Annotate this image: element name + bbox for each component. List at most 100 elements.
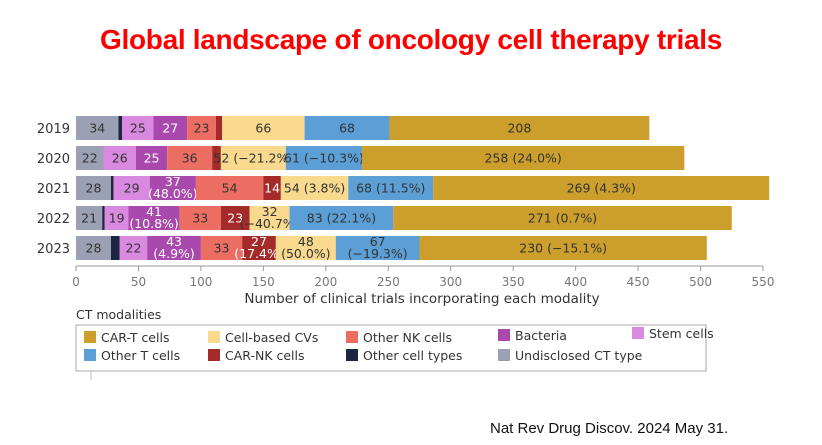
data-label: 14 [264,181,280,196]
legend-swatch [498,349,510,361]
data-label: 26 [112,151,128,166]
bar-segment [110,236,120,260]
data-label: 27 [162,121,178,136]
data-label: (−19.3%) [348,246,408,261]
data-label: 28 [86,181,102,196]
x-tick-label: 200 [314,275,337,289]
citation: Nat Rev Drug Discov. 2024 May 31. [490,420,729,437]
data-label: 52 (−21.2%) [213,151,293,166]
legend-swatch [208,331,220,343]
bar-segment [104,206,129,230]
data-label: 54 [222,181,238,196]
bar-segment [153,116,188,140]
legend-label: Stem cells [649,326,714,341]
legend-swatch [346,349,358,361]
data-label: (4.9%) [153,246,195,261]
bar-segment [119,236,148,260]
x-tick-label: 150 [252,275,275,289]
data-label: 271 (0.7%) [528,211,597,226]
data-label: (48.0%) [148,186,197,201]
x-tick-label: 500 [689,275,712,289]
bar-segment [167,146,213,170]
data-label: 21 [81,211,97,226]
x-tick-label: 300 [439,275,462,289]
legend-label: Other NK cells [363,330,452,345]
legend-swatch [346,331,358,343]
bar-segment [280,176,349,200]
bar-segment [249,206,290,230]
data-label: 54 (3.8%) [284,181,345,196]
bar-segment [195,176,264,200]
bar-segment [187,116,216,140]
bar-segment [102,206,105,230]
data-label: 68 [339,121,355,136]
bar-segment [433,176,770,200]
data-label: 269 (4.3%) [567,181,636,196]
data-label: 41 [146,204,162,219]
data-label: 22 [82,151,98,166]
bar-segment [212,146,221,170]
data-label: 258 (24.0%) [485,151,562,166]
x-tick-label: 250 [377,275,400,289]
legend-box [75,324,707,372]
data-label: 43 [166,234,182,249]
bar-segment [76,206,103,230]
x-tick-label: 550 [752,275,775,289]
data-label: 25 [144,151,160,166]
bar-segment [76,236,111,260]
x-tick-label: 100 [189,275,212,289]
data-label: 37 [165,174,181,189]
data-label: (50.0%) [281,246,330,261]
legend-label: Other T cells [101,348,180,363]
data-label: 33 [214,241,230,256]
year-label: 2021 [37,182,70,197]
bar-segment [348,176,434,200]
data-label: 27 [251,234,267,249]
data-label: 61 (−10.3%) [284,151,364,166]
data-label: 68 (11.5%) [356,181,425,196]
bar-segment [122,116,154,140]
year-label: 2020 [37,152,70,167]
data-label: (−40.7%) [240,216,300,231]
x-tick-label: 50 [131,275,146,289]
bar-segment [103,146,136,170]
data-label: 28 [86,241,102,256]
data-label: 33 [192,211,208,226]
slide-title: Global landscape of oncology cell therap… [100,24,722,55]
data-label: 36 [182,151,198,166]
year-label: 2022 [37,212,70,227]
legend-label: Other cell types [363,348,462,363]
bar-segment [215,116,223,140]
bar-segment [128,206,180,230]
legend-swatch [208,349,220,361]
x-tick-label: 350 [502,275,525,289]
x-axis: 0 50 100 150 200 250 300 350 400 450 500 550 [72,265,775,289]
bar-segment [304,116,390,140]
data-label: 230 (−15.1%) [519,241,607,256]
data-label: 48 [298,234,314,249]
bar-segment [220,146,286,170]
legend: CAR-T cells Cell-based CVs Other NK cells B… [75,324,714,380]
bar-segment [135,146,168,170]
bar-segment [263,176,281,200]
data-label: 19 [109,211,125,226]
x-axis-title: Number of clinical trials incorporating … [244,291,599,307]
x-tick-label: 400 [564,275,587,289]
legend-title: CT modalities [76,307,161,322]
x-tick-label: 450 [627,275,650,289]
data-label: 34 [89,121,105,136]
legend-label: Undisclosed CT type [515,348,643,363]
data-label: (10.8%) [129,216,178,231]
data-label: 208 [507,121,531,136]
legend-swatch [84,331,96,343]
bar-segment [110,176,114,200]
legend-label: CAR-NK cells [225,348,305,363]
bar-segment [393,206,732,230]
data-label: 25 [130,121,146,136]
bar-segment [76,176,111,200]
bar-segment [76,146,104,170]
legend-swatch [84,349,96,361]
bar-segment [118,116,123,140]
year-label: 2023 [37,242,70,257]
legend-label: CAR-T cells [101,330,169,345]
